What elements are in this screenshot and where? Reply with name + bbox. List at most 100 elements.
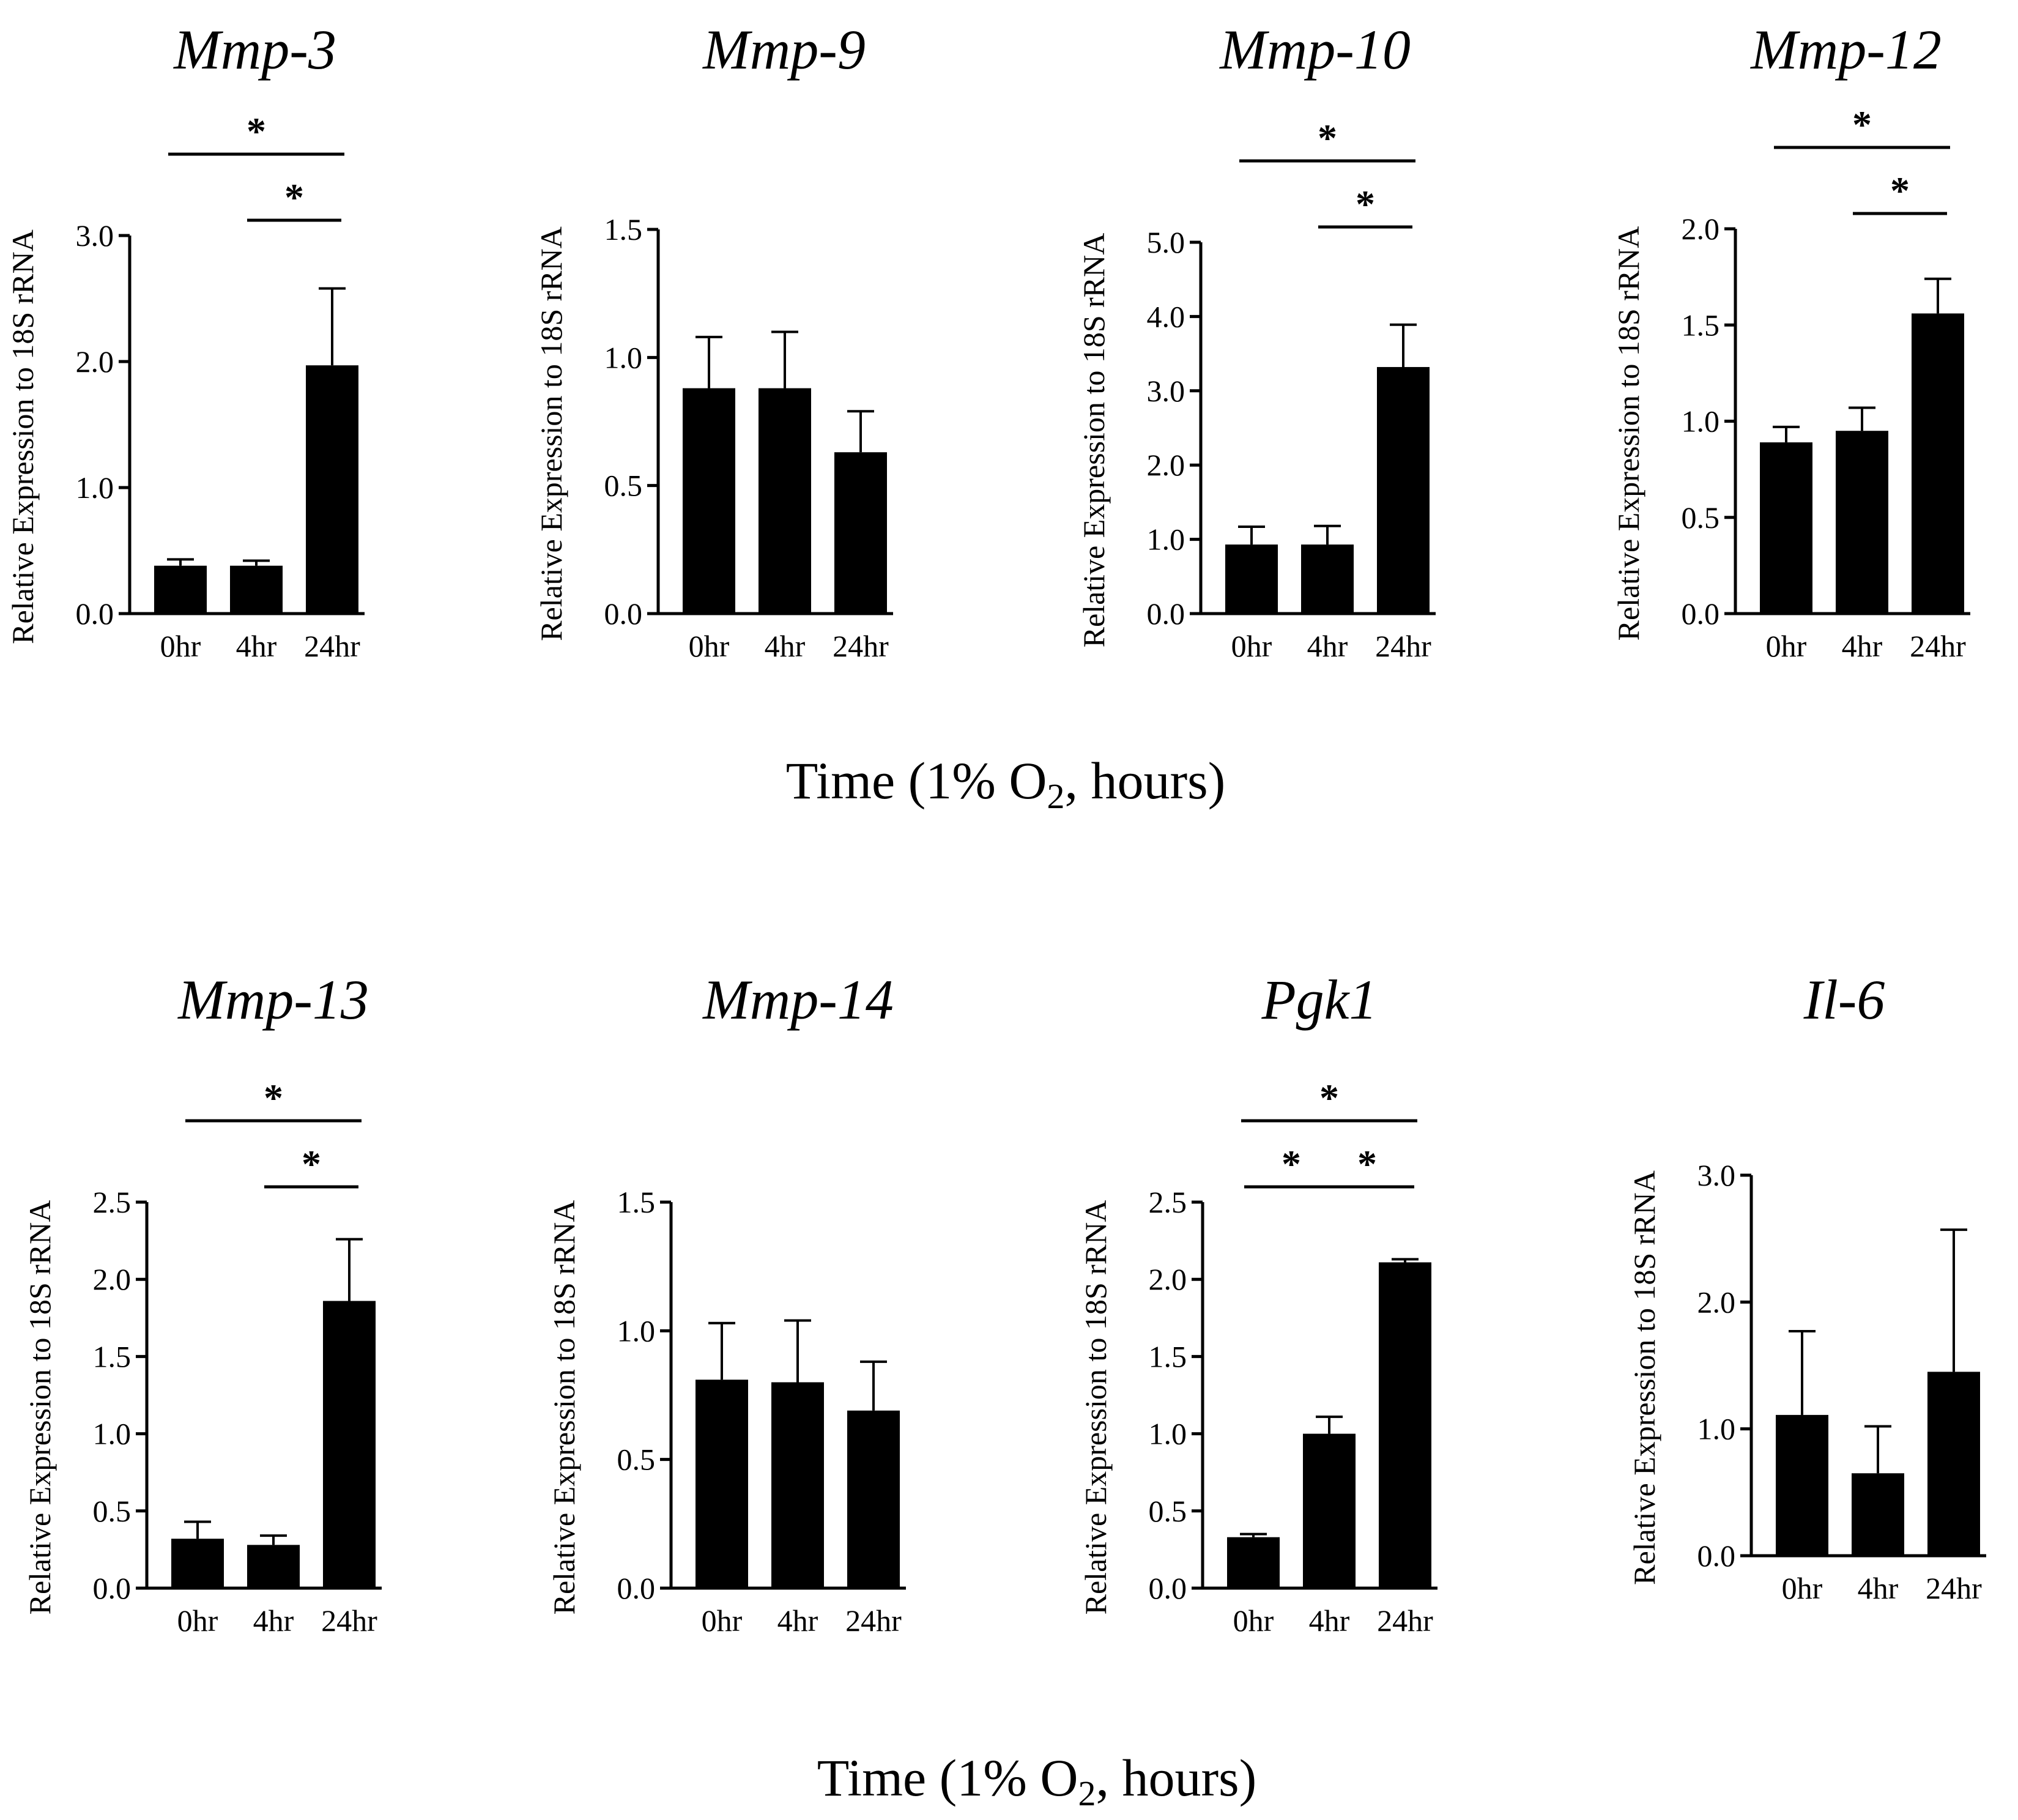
y-axis-label: Relative Expression to 18S rRNA	[1078, 1200, 1113, 1615]
x-axis-label-subscript: 2	[1047, 776, 1065, 816]
y-axis-label: Relative Expression to 18S rRNA	[547, 1200, 581, 1615]
y-tick-label: 4.0	[1147, 299, 1185, 333]
y-tick-label: 1.0	[617, 1313, 656, 1348]
bar	[683, 388, 735, 614]
x-axis-label-subscript: 2	[1078, 1774, 1096, 1813]
chart-panel: Pgk1 Relative Expression to 18S rRNA 0.0 0.…	[1078, 968, 1437, 1638]
y-tick-label: 3.0	[1697, 1158, 1736, 1192]
y-tick-label: 0.0	[76, 596, 114, 631]
x-tick-label: 0hr	[160, 629, 201, 663]
bar	[1379, 1262, 1431, 1588]
y-tick-label: 2.0	[1682, 212, 1720, 246]
y-tick-label: 0.0	[1697, 1539, 1736, 1573]
y-tick-label: 2.5	[1149, 1185, 1187, 1219]
x-tick-label: 0hr	[689, 629, 730, 663]
significance-star: *	[1356, 182, 1375, 226]
bar	[1225, 544, 1278, 614]
chart-title: Mmp-12	[1749, 18, 1942, 81]
x-tick-label: 4hr	[253, 1603, 294, 1638]
y-tick-label: 1.5	[93, 1339, 132, 1373]
y-axis-label: Relative Expression to 18S rRNA	[534, 226, 568, 641]
y-tick-label: 1.5	[617, 1185, 656, 1219]
x-tick-label: 4hr	[765, 629, 806, 663]
y-tick-label: 2.0	[76, 344, 114, 379]
bar	[771, 1382, 824, 1588]
y-tick-label: 2.5	[93, 1185, 132, 1219]
y-tick-label: 1.0	[93, 1417, 132, 1451]
x-axis-label-top: Time (1% O2, hours)	[786, 751, 1226, 816]
chart-title: Pgk1	[1261, 968, 1377, 1031]
y-tick-label: 2.0	[1149, 1262, 1187, 1296]
chart-title: Il-6	[1803, 968, 1885, 1031]
y-tick-label: 1.0	[1147, 522, 1185, 557]
y-tick-label: 3.0	[76, 218, 114, 253]
x-tick-label: 24hr	[1910, 629, 1966, 663]
bar	[1303, 1433, 1356, 1588]
y-tick-label: 0.5	[1682, 500, 1720, 535]
y-tick-label: 0.0	[1147, 596, 1185, 631]
chart-title: Mmp-10	[1219, 18, 1411, 81]
y-tick-label: 0.5	[1149, 1494, 1187, 1528]
bar	[323, 1301, 376, 1588]
y-tick-label: 2.0	[93, 1262, 132, 1296]
bar	[1836, 431, 1888, 614]
x-tick-label: 24hr	[304, 629, 360, 663]
significance-star: *	[284, 176, 304, 219]
significance-star: *	[1852, 103, 1872, 146]
chart-panel: Mmp-12 Relative Expression to 18S rRNA 0.0…	[1611, 18, 1970, 663]
x-tick-label: 0hr	[702, 1603, 743, 1638]
x-tick-label: 24hr	[1377, 1603, 1433, 1638]
y-tick-label: 1.5	[604, 212, 643, 247]
x-tick-label: 0hr	[1233, 1603, 1274, 1638]
significance-star: *	[1890, 169, 1910, 212]
y-tick-label: 1.0	[1682, 404, 1720, 439]
bar	[1227, 1537, 1280, 1588]
y-tick-label: 3.0	[1147, 374, 1185, 408]
y-tick-label: 1.5	[1682, 308, 1720, 342]
chart-title: Mmp-9	[702, 18, 866, 81]
y-axis-label: Relative Expression to 18S rRNA	[1611, 226, 1645, 641]
chart-panel: Mmp-13 Relative Expression to 18S rRNA 0.0…	[23, 968, 382, 1638]
x-tick-label: 4hr	[1842, 629, 1883, 663]
bar	[171, 1539, 224, 1588]
x-tick-label: 24hr	[1375, 629, 1431, 663]
x-tick-label: 24hr	[321, 1603, 377, 1638]
x-tick-label: 0hr	[1231, 629, 1272, 663]
bar	[1760, 442, 1812, 614]
y-tick-label: 0.0	[604, 596, 643, 631]
significance-star: *	[1318, 116, 1337, 160]
y-axis-label: Relative Expression to 18S rRNA	[1627, 1170, 1661, 1585]
y-tick-label: 0.0	[1682, 596, 1720, 631]
x-tick-label: 4hr	[777, 1603, 818, 1638]
chart-title: Mmp-3	[172, 18, 336, 81]
bar	[1927, 1372, 1980, 1556]
y-axis-label: Relative Expression to 18S rRNA	[23, 1200, 57, 1615]
y-tick-label: 0.5	[604, 469, 643, 503]
y-tick-label: 5.0	[1147, 225, 1185, 259]
x-tick-label: 0hr	[1766, 629, 1807, 663]
y-tick-label: 1.0	[1149, 1417, 1187, 1451]
bar	[1912, 313, 1964, 614]
bar	[230, 565, 283, 614]
bar	[696, 1380, 748, 1588]
bar	[1776, 1414, 1828, 1556]
bar	[759, 388, 811, 614]
x-tick-label: 4hr	[1858, 1571, 1899, 1605]
bar	[1377, 366, 1430, 614]
y-tick-label: 2.0	[1147, 448, 1185, 482]
chart-panel: Mmp-9 Relative Expression to 18S rRNA 0.0 0…	[534, 18, 893, 663]
significance-star: *	[264, 1076, 283, 1120]
y-tick-label: 0.0	[617, 1571, 656, 1605]
y-tick-label: 0.5	[93, 1494, 132, 1528]
x-tick-label: 0hr	[1782, 1571, 1823, 1605]
y-tick-label: 1.0	[604, 340, 643, 374]
y-tick-label: 1.0	[1697, 1412, 1736, 1446]
y-tick-label: 1.0	[76, 470, 114, 505]
bar	[247, 1545, 300, 1588]
significance-star: *	[1319, 1076, 1339, 1120]
chart-panel: Mmp-14 Relative Expression to 18S rRNA 0.0…	[547, 968, 906, 1638]
bar	[1301, 544, 1354, 614]
bar	[306, 365, 358, 614]
chart-panel: Mmp-10 Relative Expression to 18S rRNA 0.0…	[1077, 18, 1436, 663]
